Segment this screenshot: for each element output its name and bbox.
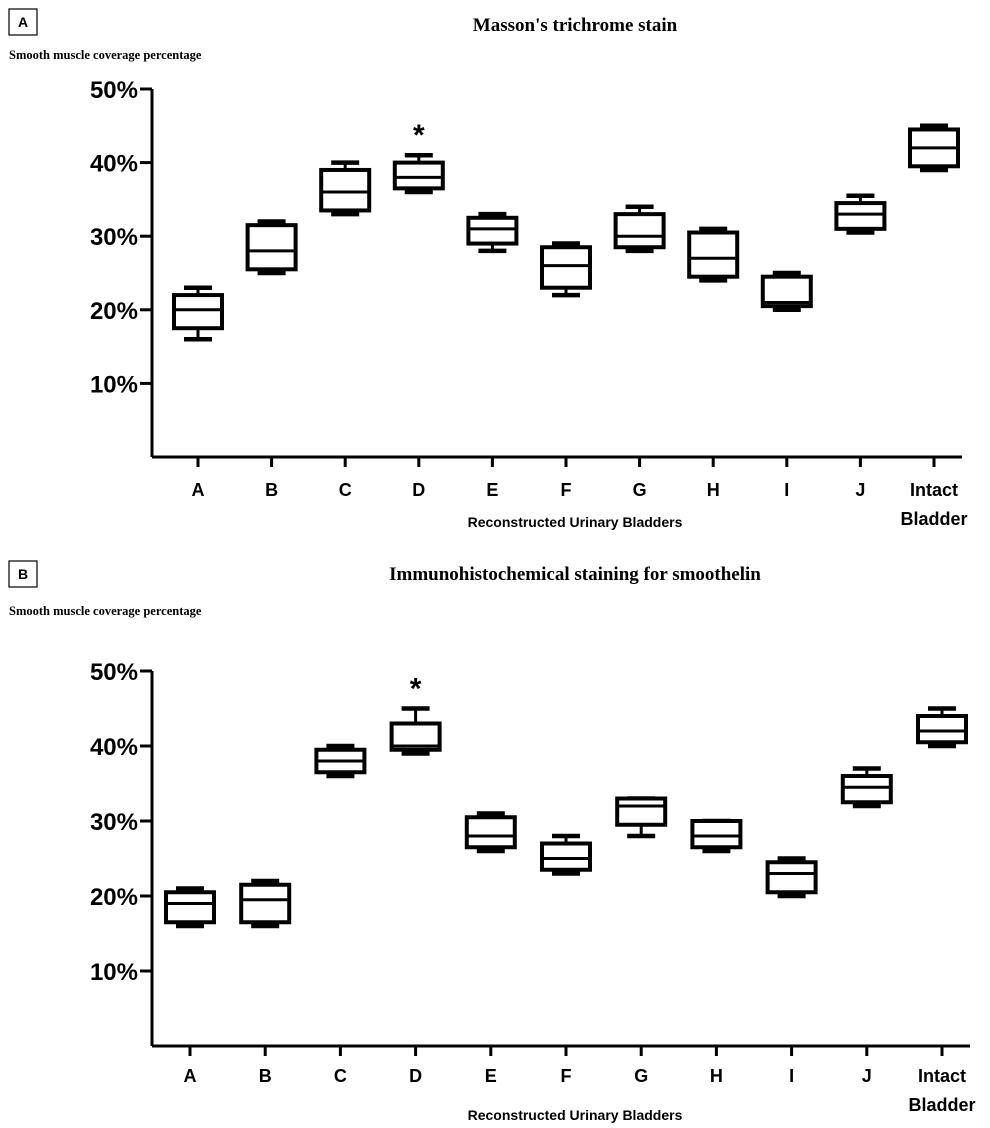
box-h	[687, 226, 740, 283]
x-tick-label: C	[339, 480, 352, 500]
box-d	[389, 706, 442, 756]
y-tick-label: 10%	[90, 959, 138, 986]
iqr-box	[245, 223, 298, 272]
x-tick-label: Bladder	[908, 1095, 975, 1115]
chart-title: Immunohistochemical staining for smoothe…	[389, 564, 761, 585]
x-tick-label: H	[710, 1066, 723, 1086]
x-tick-label: I	[784, 480, 789, 500]
x-tick-label: J	[855, 480, 865, 500]
box-b	[239, 878, 292, 929]
x-tick-label: J	[862, 1066, 872, 1086]
box-j	[840, 766, 893, 809]
x-tick-label: Intact	[910, 480, 958, 500]
box-g	[615, 796, 668, 839]
iqr-box	[164, 890, 216, 925]
x-tick-label: I	[789, 1066, 794, 1086]
iqr-box	[613, 212, 666, 250]
iqr-box	[540, 245, 592, 290]
x-tick-label: F	[561, 1066, 572, 1086]
box-h	[690, 818, 743, 854]
box-c	[319, 160, 372, 217]
iqr-box	[615, 796, 668, 827]
y-axis-label: Smooth muscle coverage percentage	[9, 604, 202, 618]
iqr-box	[172, 293, 224, 331]
chart-title: Masson's trichrome stain	[473, 15, 678, 36]
y-tick-label: 50%	[90, 77, 138, 104]
iqr-box	[319, 167, 372, 213]
box-b	[245, 219, 298, 276]
iqr-box	[540, 841, 592, 872]
box-intact-bladder	[916, 706, 968, 749]
iqr-box	[392, 160, 445, 191]
iqr-box	[687, 230, 740, 279]
x-tick-label: B	[265, 480, 278, 500]
y-tick-label: 30%	[90, 809, 138, 836]
box-j	[834, 193, 887, 235]
chart-panel-a: A Masson's trichrome stain Smooth muscle c…	[8, 8, 968, 530]
box-f	[540, 241, 592, 298]
x-tick-label: D	[412, 480, 425, 500]
box-e	[466, 211, 519, 254]
x-tick-label: H	[707, 480, 720, 500]
iqr-box	[916, 714, 968, 745]
significance-star: *	[410, 673, 422, 706]
iqr-box	[765, 860, 818, 895]
box-d	[392, 152, 445, 195]
x-axis-label: Reconstructed Urinary Bladders	[468, 514, 683, 530]
panel-label: B	[18, 566, 28, 582]
x-tick-label: E	[485, 1066, 497, 1086]
iqr-box	[690, 819, 743, 850]
x-axis-label: Reconstructed Urinary Bladders	[468, 1107, 683, 1123]
x-tick-label: A	[184, 1066, 197, 1086]
iqr-box	[840, 774, 893, 805]
y-axis-label: Smooth muscle coverage percentage	[9, 48, 202, 62]
y-tick-label: 10%	[90, 371, 138, 398]
panel-label: A	[18, 14, 28, 30]
x-tick-label: Intact	[918, 1066, 966, 1086]
panel-label-box	[8, 8, 38, 36]
iqr-box	[466, 215, 519, 246]
box-c	[314, 743, 367, 779]
panel-label-box	[8, 560, 38, 588]
box-g	[613, 204, 666, 254]
box-e	[464, 811, 517, 854]
x-tick-label: F	[561, 480, 572, 500]
box-i	[760, 270, 813, 313]
iqr-box	[834, 201, 887, 231]
x-tick-label: B	[259, 1066, 272, 1086]
y-tick-label: 40%	[90, 151, 138, 178]
box-f	[540, 833, 592, 876]
box-a	[172, 285, 224, 342]
chart-panel-b: B Immunohistochemical staining for smooth…	[8, 560, 976, 1123]
y-tick-label: 20%	[90, 884, 138, 911]
box-i	[765, 856, 818, 899]
x-tick-label: G	[633, 480, 647, 500]
iqr-box	[239, 882, 292, 925]
x-tick-label: A	[192, 480, 205, 500]
y-tick-label: 50%	[90, 659, 138, 686]
x-tick-label: C	[334, 1066, 347, 1086]
x-tick-label: Bladder	[900, 509, 967, 529]
x-tick-label: D	[409, 1066, 422, 1086]
significance-star: *	[413, 119, 425, 152]
iqr-box	[464, 815, 517, 850]
box-a	[164, 886, 216, 929]
box-intact-bladder	[908, 123, 960, 173]
y-tick-label: 40%	[90, 734, 138, 761]
y-tick-label: 30%	[90, 224, 138, 251]
y-tick-label: 20%	[90, 298, 138, 325]
x-tick-label: E	[486, 480, 498, 500]
x-tick-label: G	[634, 1066, 648, 1086]
